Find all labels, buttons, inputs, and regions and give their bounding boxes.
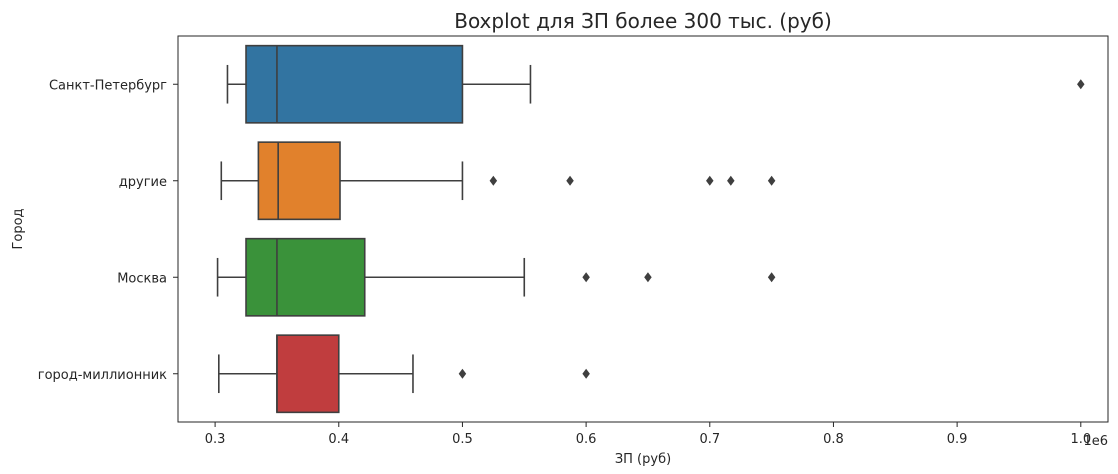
y-axis-ticks: Санкт-Петербург другие Москва город-миллион… bbox=[38, 78, 178, 383]
outlier-point bbox=[582, 272, 590, 283]
y-axis-label: Город bbox=[11, 208, 26, 249]
y-tick-label: Санкт-Петербург bbox=[49, 78, 167, 93]
box-group bbox=[218, 334, 590, 414]
x-tick-label: 0.7 bbox=[699, 432, 720, 447]
x-tick-label: 0.8 bbox=[823, 432, 844, 447]
box-group bbox=[226, 44, 1085, 124]
x-axis-ticks: 0.3 0.4 0.5 0.6 0.7 0.8 0.9 1.0 bbox=[205, 422, 1091, 447]
y-tick-label: Москва bbox=[117, 271, 167, 286]
outlier-point bbox=[489, 175, 498, 186]
x-axis-offset-text: 1e6 bbox=[1083, 434, 1108, 449]
x-tick-label: 1.0 bbox=[1070, 432, 1091, 447]
outlier-point bbox=[1077, 79, 1085, 90]
x-axis-label: ЗП (руб) bbox=[615, 452, 671, 467]
x-tick-label: 0.3 bbox=[205, 432, 226, 447]
box bbox=[276, 334, 340, 414]
outlier-point bbox=[727, 175, 735, 186]
box bbox=[257, 141, 341, 221]
outlier-point bbox=[767, 272, 776, 283]
x-tick-label: 0.4 bbox=[328, 432, 349, 447]
box bbox=[245, 44, 464, 124]
chart-title: Boxplot для ЗП более 300 тыс. (руб) bbox=[454, 9, 832, 33]
outlier-point bbox=[458, 368, 467, 379]
outlier-point bbox=[706, 175, 714, 186]
x-tick-label: 0.5 bbox=[452, 432, 473, 447]
box-group bbox=[220, 141, 776, 221]
outlier-point bbox=[767, 175, 776, 186]
y-tick-label: город-миллионник bbox=[38, 368, 167, 383]
x-tick-label: 0.9 bbox=[947, 432, 968, 447]
plot-frame bbox=[177, 35, 1109, 423]
box-group bbox=[216, 237, 776, 317]
box bbox=[245, 237, 366, 317]
x-tick-label: 0.6 bbox=[576, 432, 597, 447]
boxes-layer bbox=[216, 44, 1085, 414]
outlier-point bbox=[644, 272, 652, 283]
outlier-point bbox=[582, 368, 590, 379]
outlier-point bbox=[566, 175, 574, 186]
y-tick-label: другие bbox=[119, 175, 167, 190]
